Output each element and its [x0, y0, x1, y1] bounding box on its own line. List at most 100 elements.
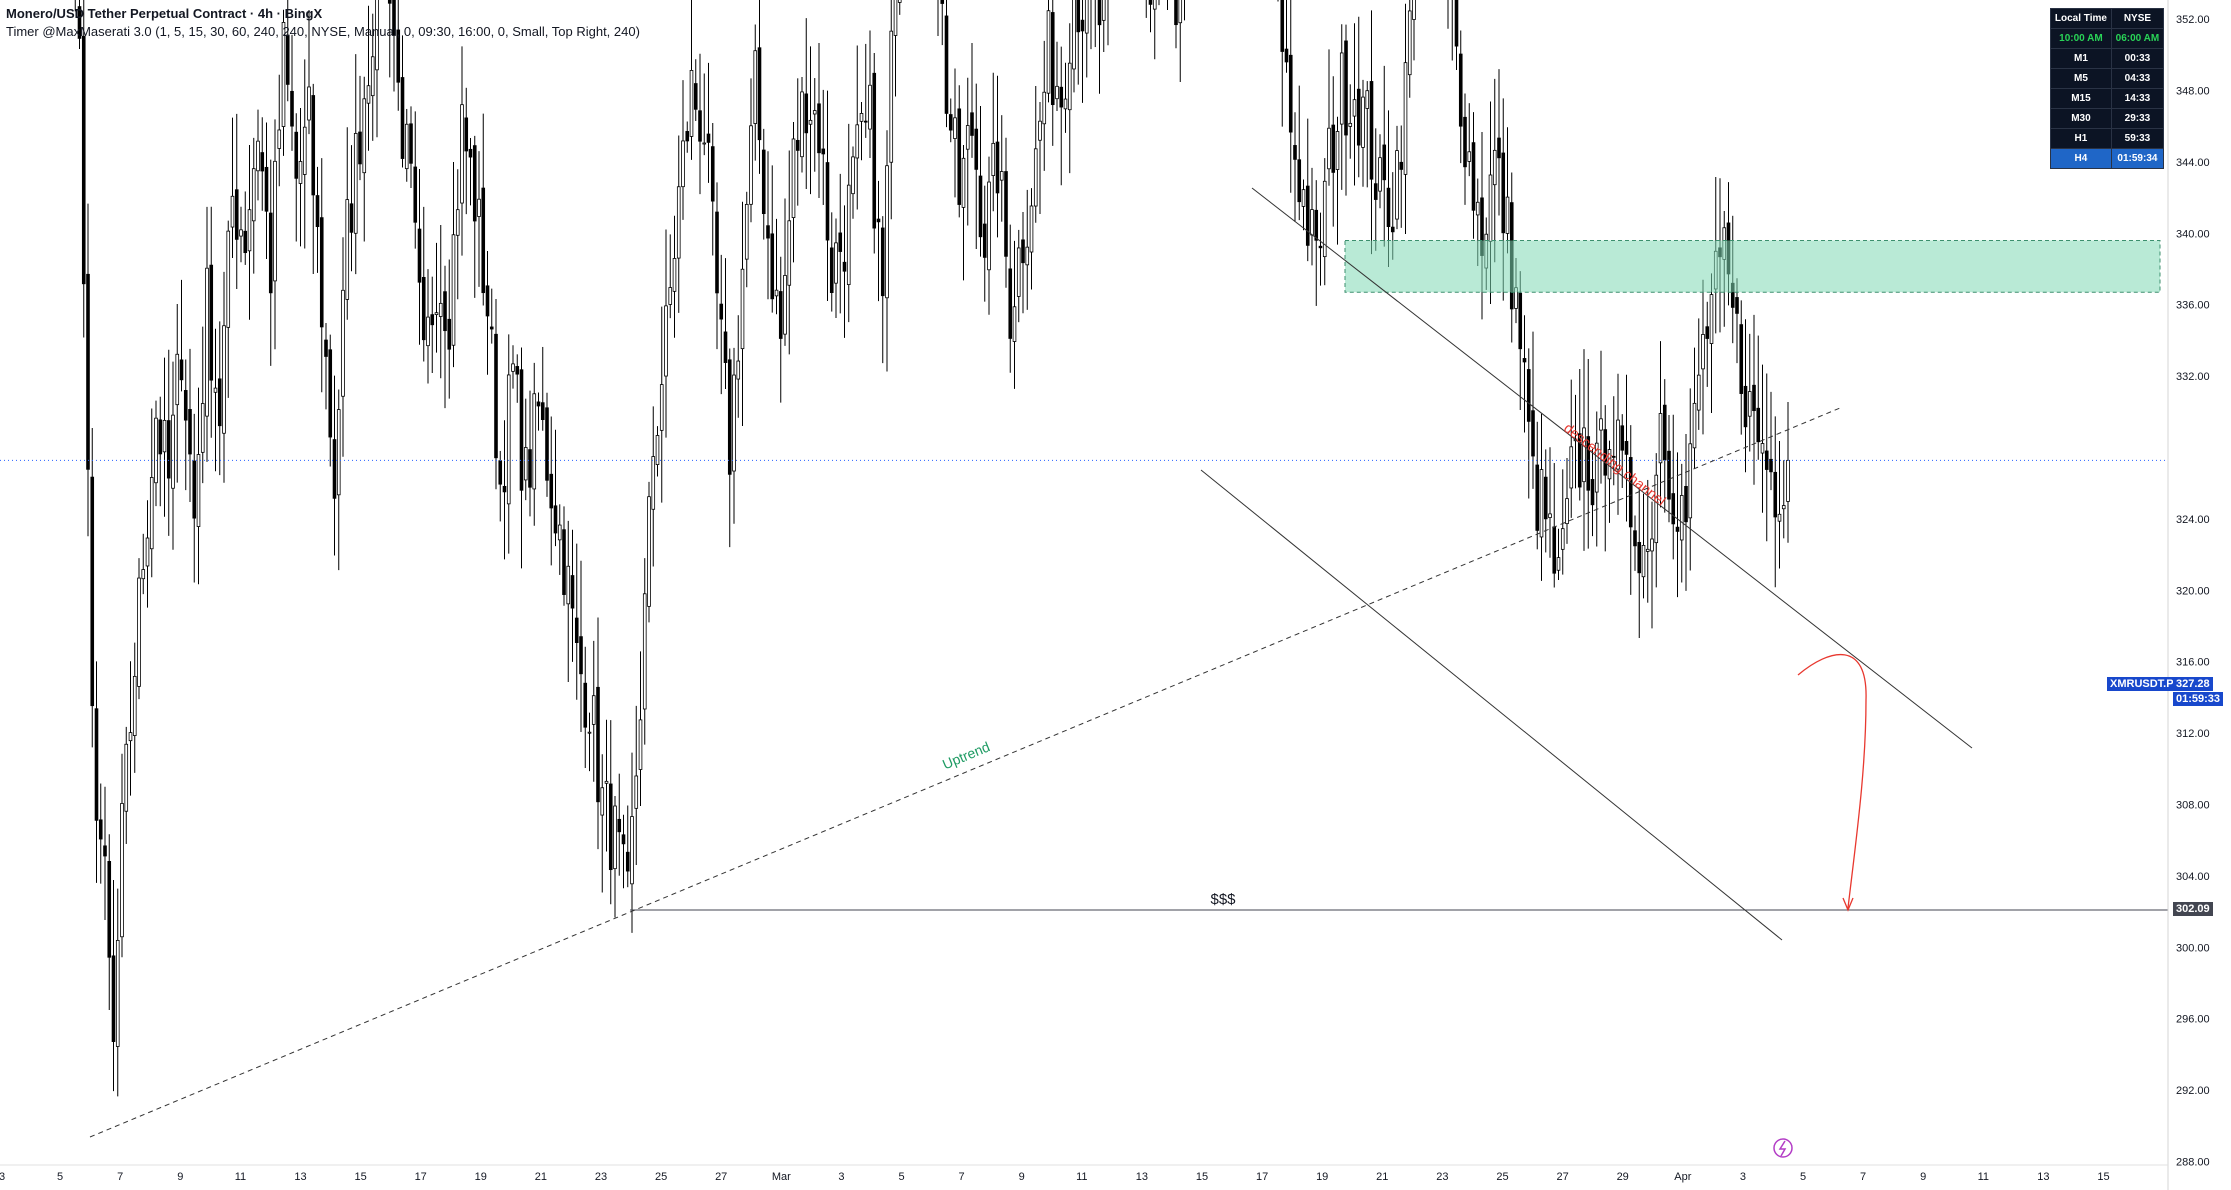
- candle-body: [664, 305, 668, 377]
- candle-body: [222, 325, 226, 434]
- candle-body: [1752, 384, 1756, 412]
- timer-row-value: 04:33: [2110, 68, 2165, 89]
- candle-body: [872, 72, 877, 229]
- candle-body: [268, 212, 273, 294]
- candle-body: [370, 56, 375, 97]
- candle-body: [400, 77, 405, 159]
- candle-body: [128, 732, 133, 742]
- y-tick-label: 324.00: [2176, 514, 2210, 526]
- chart-title: Monero/USD Tether Perpetual Contract · 4…: [6, 6, 323, 21]
- candle-body: [1569, 446, 1574, 489]
- candle-body: [965, 125, 970, 150]
- candle-body: [1688, 443, 1693, 519]
- x-tick-label: 9: [177, 1171, 183, 1183]
- candle-body: [536, 401, 541, 407]
- candle-body: [1033, 148, 1038, 207]
- candle-body: [86, 273, 90, 470]
- candle-body: [1735, 297, 1739, 314]
- candle-body: [991, 142, 996, 176]
- y-tick-label: 296.00: [2176, 1014, 2210, 1026]
- candle-body: [489, 326, 494, 330]
- candle-body: [651, 456, 656, 510]
- candle-body: [515, 366, 520, 375]
- candle-body: [574, 617, 579, 644]
- candle-body: [1067, 62, 1072, 111]
- channel-lower-line: [1200, 469, 1783, 941]
- candle-body: [642, 593, 647, 710]
- x-tick-label: 15: [354, 1171, 366, 1183]
- candle-body: [715, 211, 719, 294]
- timer-row-label: M15: [2050, 88, 2112, 109]
- candle-body: [1764, 450, 1769, 470]
- timer-nyse-time: 06:00 AM: [2110, 28, 2165, 49]
- x-tick-label: 17: [415, 1171, 427, 1183]
- candle-body: [1378, 157, 1382, 192]
- y-tick-label: 304.00: [2176, 871, 2210, 883]
- candle-body: [630, 816, 634, 885]
- candle-body: [1178, 0, 1183, 24]
- candle-body: [328, 349, 333, 438]
- candle-body: [302, 126, 307, 175]
- candle-body: [239, 229, 243, 237]
- candle-body: [485, 285, 490, 317]
- candle-body: [1475, 201, 1480, 216]
- candle-body: [732, 374, 736, 472]
- candle-body: [1624, 441, 1629, 455]
- candle-body: [230, 195, 235, 228]
- candle-body: [273, 160, 277, 282]
- candle-body: [1531, 410, 1535, 457]
- symbol-tag: XMRUSDT.P: [2107, 677, 2177, 691]
- candle-body: [893, 0, 898, 36]
- candle-body: [260, 152, 265, 172]
- candle-body: [800, 91, 804, 158]
- candle-body: [681, 140, 685, 188]
- candle-body: [1611, 455, 1616, 458]
- candle-body: [171, 414, 175, 489]
- candle-body: [676, 186, 681, 259]
- candle-body: [1080, 19, 1085, 32]
- candle-body: [1645, 548, 1650, 552]
- candle-body: [98, 819, 103, 840]
- candle-body: [1356, 88, 1361, 146]
- candle-body: [421, 276, 426, 341]
- candle-body: [634, 775, 639, 809]
- candle-body: [1305, 185, 1310, 246]
- candle-body: [821, 148, 826, 155]
- lightning-icon-bolt: [1778, 1140, 1787, 1157]
- candle-body: [1012, 306, 1017, 342]
- candle-body: [710, 146, 715, 202]
- indicator-label: Timer @MaxMaserati 3.0 (1, 5, 15, 30, 60…: [6, 24, 640, 39]
- candle-body: [587, 731, 592, 734]
- candle-body: [808, 119, 813, 125]
- candle-body: [1403, 62, 1408, 175]
- candle-body: [1667, 450, 1671, 500]
- x-tick-label: 21: [1376, 1171, 1388, 1183]
- candle-body: [353, 133, 358, 234]
- candle-body: [770, 233, 775, 300]
- candle-body: [1463, 116, 1467, 168]
- timer-local-time: 10:00 AM: [2050, 28, 2112, 49]
- candle-body: [1582, 427, 1586, 483]
- candle-body: [740, 268, 745, 350]
- timer-row-value: 29:33: [2110, 108, 2165, 129]
- candle-body: [443, 291, 447, 332]
- y-tick-label: 300.00: [2176, 942, 2210, 954]
- candle-body: [1696, 374, 1701, 411]
- candle-body: [528, 449, 532, 488]
- candle-body: [846, 184, 851, 285]
- candle-body: [511, 363, 515, 372]
- candle-body: [842, 261, 847, 272]
- candle-body: [944, 15, 949, 114]
- candle-body: [889, 30, 894, 163]
- candle-body: [1148, 0, 1153, 5]
- candle-body: [1025, 246, 1030, 266]
- x-tick-label: 17: [1256, 1171, 1268, 1183]
- candle-body: [1628, 457, 1633, 528]
- candle-body: [256, 140, 260, 172]
- candle-body: [1633, 530, 1637, 547]
- candle-body: [1679, 495, 1684, 541]
- candle-body: [1046, 10, 1051, 94]
- x-tick-label: 23: [1436, 1171, 1448, 1183]
- x-tick-label: 11: [1978, 1171, 1989, 1183]
- candle-body: [213, 387, 218, 393]
